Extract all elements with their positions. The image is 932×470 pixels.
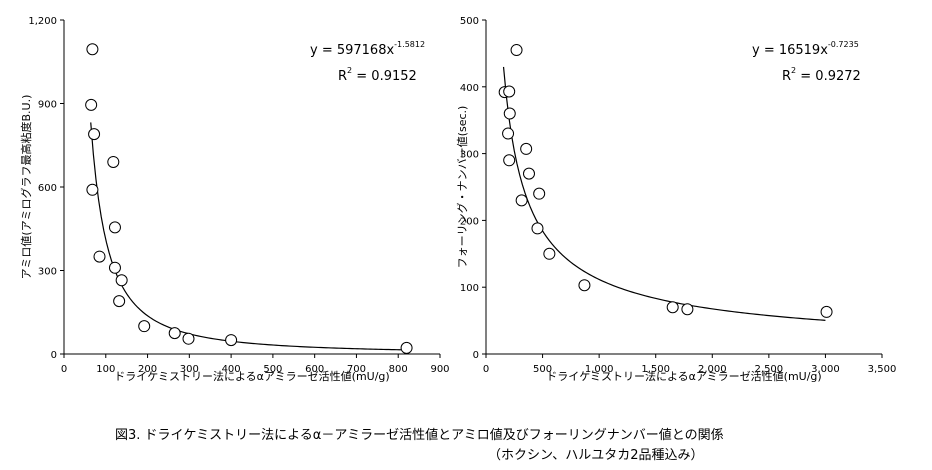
data-point — [502, 127, 515, 140]
data-point — [182, 332, 195, 345]
r-squared-base: R — [782, 69, 791, 84]
trend-equation-exponent: -1.5812 — [394, 40, 425, 49]
r-squared: R2 = 0.9272 — [782, 66, 861, 84]
x-tick-label: 0 — [61, 364, 67, 375]
data-point — [86, 183, 99, 196]
trend-equation-base: y = 597168x — [310, 43, 394, 58]
power-trendline — [90, 122, 405, 351]
data-point — [531, 222, 544, 235]
x-tick-label: 3,000 — [811, 364, 840, 375]
x-tick-label: 500 — [263, 364, 282, 375]
data-point — [88, 128, 101, 141]
data-point — [543, 247, 556, 260]
x-tick-label: 900 — [430, 364, 449, 375]
falling-number-scatter-chart: 0 100 200 300 400 500 0 500 1,000 1,500 2,000 2,500… — [455, 16, 896, 383]
data-point — [113, 295, 126, 308]
x-tick-label: 200 — [138, 364, 157, 375]
data-point — [522, 167, 535, 180]
data-point — [168, 327, 181, 340]
data-point — [520, 142, 533, 155]
y-tick-label: 0 — [51, 350, 57, 361]
data-point — [400, 341, 413, 354]
y-tick-label: 500 — [460, 16, 479, 27]
x-tick-label: 3,500 — [868, 364, 897, 375]
data-point — [503, 107, 516, 120]
r-squared-exponent: 2 — [347, 66, 352, 75]
y-tick-label: 300 — [38, 267, 57, 278]
x-tick-label: 600 — [305, 364, 324, 375]
data-point — [108, 221, 121, 234]
data-point — [93, 250, 106, 263]
y-tick-label: 900 — [38, 100, 57, 111]
y-tick-label: 600 — [38, 183, 57, 194]
x-tick-label: 1,000 — [585, 364, 614, 375]
r-squared-value: = 0.9152 — [352, 69, 417, 84]
r-squared-base: R — [338, 69, 347, 84]
y-tick-label: 0 — [473, 350, 479, 361]
data-point — [503, 85, 516, 98]
y-tick-label: 1,200 — [28, 16, 57, 27]
amylo-scatter-chart: 0 300 600 900 1,200 0 100 200 300 400 500 600 700 800… — [19, 16, 450, 383]
x-tick-label: 0 — [483, 364, 489, 375]
y-tick-label: 400 — [460, 83, 479, 94]
x-axis-label: ドライケミストリー法によるαアミラーゼ活性値(mU/g) — [546, 369, 821, 383]
y-axis-label: アミロ値(アミログラフ最高粘度B.U.) — [19, 95, 33, 280]
x-tick-label: 1,500 — [641, 364, 670, 375]
data-point — [820, 305, 833, 318]
x-axis-label: ドライケミストリー法によるαアミラーゼ活性値(mU/g) — [114, 369, 389, 383]
r-squared-value: = 0.9272 — [796, 69, 861, 84]
power-trendline — [502, 66, 826, 321]
data-point — [107, 155, 120, 168]
y-axis-label: フォーリング・ナンバー値(sec.) — [455, 106, 469, 269]
data-point — [225, 334, 238, 347]
x-tick-label: 800 — [389, 364, 408, 375]
data-point — [666, 301, 679, 314]
x-tick-label: 100 — [96, 364, 115, 375]
figure-caption: 図3. ドライケミストリー法によるα－アミラーゼ活性値とアミロ値及びフォーリング… — [115, 428, 724, 443]
x-tick-label: 300 — [180, 364, 199, 375]
trend-equation-base: y = 16519x — [752, 43, 828, 58]
data-point — [115, 274, 128, 287]
x-tick-label: 400 — [222, 364, 241, 375]
r-squared-exponent: 2 — [791, 66, 796, 75]
data-point — [681, 303, 694, 316]
x-tick-label: 700 — [347, 364, 366, 375]
data-point — [138, 320, 151, 333]
trend-equation-exponent: -0.7235 — [828, 40, 859, 49]
data-point — [86, 43, 99, 56]
trend-equation: y = 16519x-0.7235 — [752, 40, 859, 58]
x-tick-label: 2,000 — [698, 364, 727, 375]
data-point — [533, 187, 546, 200]
data-point — [578, 279, 591, 292]
x-tick-label: 500 — [533, 364, 552, 375]
trend-equation: y = 597168x-1.5812 — [310, 40, 425, 58]
data-point — [85, 98, 98, 111]
data-point — [510, 44, 523, 57]
y-tick-label: 300 — [460, 150, 479, 161]
y-tick-label: 100 — [460, 283, 479, 294]
x-tick-label: 2,500 — [755, 364, 784, 375]
data-point — [108, 261, 121, 274]
data-point — [515, 194, 528, 207]
data-point — [503, 154, 516, 167]
y-tick-label: 200 — [460, 216, 479, 227]
r-squared: R2 = 0.9152 — [338, 66, 417, 84]
figure-caption-subtitle: （ホクシン、ハルユタカ2品種込み） — [488, 448, 704, 463]
